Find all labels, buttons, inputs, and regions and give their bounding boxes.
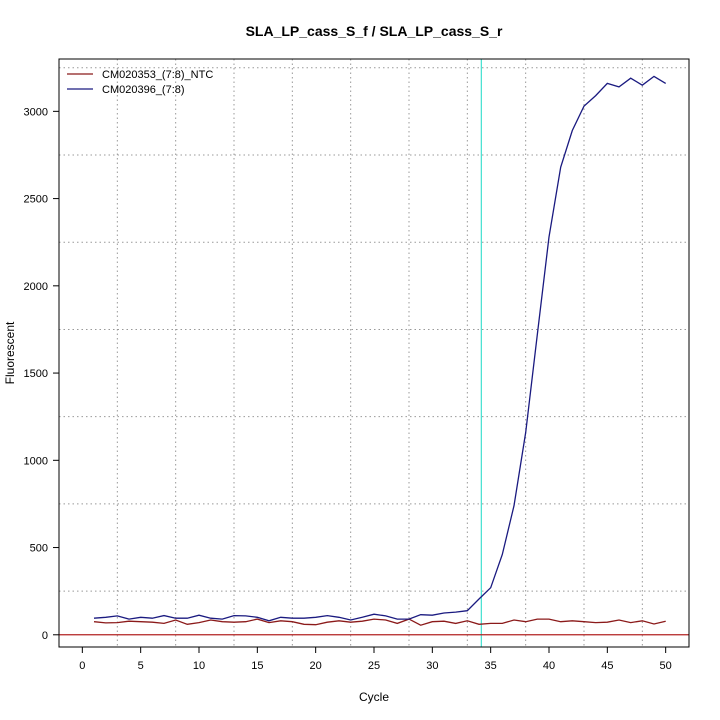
series-line-2 [93, 75, 667, 622]
series-layer [93, 75, 667, 626]
x-tick-label: 45 [601, 660, 613, 672]
x-tick-label: 50 [660, 660, 672, 672]
x-tick-label: 0 [79, 660, 85, 672]
chart-title: SLA_LP_cass_S_f / SLA_LP_cass_S_r [246, 23, 503, 39]
x-tick-label: 15 [251, 660, 263, 672]
x-tick-label: 30 [426, 660, 438, 672]
x-axis-label: Cycle [359, 690, 389, 704]
y-axis-label: Fluorescent [3, 321, 17, 384]
threshold-layer [59, 59, 689, 647]
y-tick-label: 0 [42, 630, 48, 642]
x-axis: 0 5 10 15 20 25 30 35 40 45 50 [79, 647, 672, 672]
y-tick-label: 2500 [24, 194, 48, 206]
x-tick-label: 25 [368, 660, 380, 672]
y-tick-label: 2000 [24, 281, 48, 293]
series-line-1 [93, 618, 666, 626]
y-tick-label: 1500 [24, 368, 48, 380]
legend-label-2: CM020396_(7:8) [102, 84, 185, 96]
y-tick-label: 3000 [24, 106, 48, 118]
legend-label-1: CM020353_(7:8)_NTC [102, 69, 213, 81]
y-tick-label: 500 [30, 543, 48, 555]
legend: CM020353_(7:8)_NTC CM020396_(7:8) [67, 69, 213, 96]
x-tick-label: 5 [138, 660, 144, 672]
grid [59, 59, 689, 647]
x-tick-label: 35 [485, 660, 497, 672]
x-tick-label: 20 [310, 660, 322, 672]
x-tick-label: 40 [543, 660, 555, 672]
y-tick-label: 1000 [24, 455, 48, 467]
x-tick-label: 10 [193, 660, 205, 672]
y-axis: 0 500 1000 1500 2000 2500 3000 [24, 106, 59, 642]
